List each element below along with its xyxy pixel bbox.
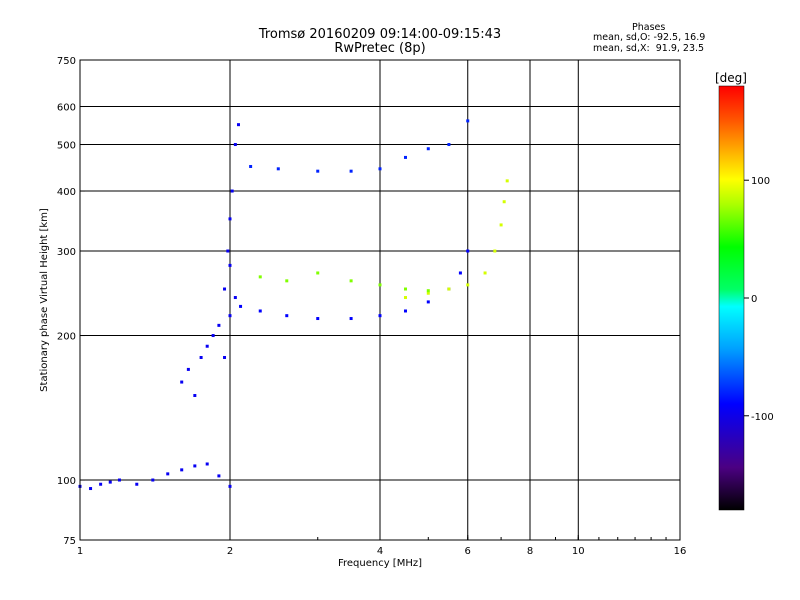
- data-point: [499, 223, 503, 227]
- data-point: [233, 296, 237, 300]
- data-point: [151, 478, 155, 482]
- data-point: [223, 355, 227, 359]
- data-point: [426, 289, 430, 293]
- data-point: [205, 462, 209, 466]
- data-point: [199, 355, 203, 359]
- chart-subtitle: RwPretec (8p): [334, 41, 426, 56]
- colorbar-tick-label: 100: [751, 176, 770, 187]
- x-tick-label: 2: [227, 546, 233, 557]
- data-point: [285, 314, 289, 318]
- y-axis: 75 100 200 300 400 500 600 750: [57, 56, 85, 547]
- data-point: [458, 271, 462, 275]
- data-point: [349, 169, 353, 173]
- x-axis-label: Frequency [MHz]: [338, 558, 422, 569]
- colorbar-gradient: [718, 85, 745, 511]
- data-point: [466, 283, 470, 287]
- x-tick-label: 1: [77, 546, 83, 557]
- data-point: [258, 309, 262, 313]
- colorbar: [deg] 100 0 -100: [715, 71, 774, 511]
- data-point: [135, 482, 139, 486]
- data-point: [217, 474, 221, 478]
- data-point: [483, 271, 487, 275]
- data-point: [226, 249, 230, 253]
- data-point: [466, 249, 470, 253]
- x-tick-label: 10: [572, 546, 585, 557]
- data-point: [99, 482, 103, 486]
- data-point: [316, 271, 320, 275]
- data-point: [426, 147, 430, 151]
- data-point: [223, 287, 227, 291]
- data-point: [228, 263, 232, 267]
- data-point: [403, 155, 407, 159]
- data-point: [466, 119, 470, 123]
- data-point: [378, 167, 382, 171]
- chart-title: Tromsø 20160209 09:14:00-09:15:43: [258, 27, 502, 42]
- data-point: [166, 472, 170, 476]
- data-point: [228, 484, 232, 488]
- y-tick-label: 75: [63, 536, 76, 547]
- data-point: [447, 287, 451, 291]
- data-point: [258, 275, 262, 279]
- data-point: [493, 249, 497, 253]
- x-tick-label: 8: [527, 546, 533, 557]
- x-axis: 1 2 4 6 8 10 16: [77, 535, 687, 557]
- data-point: [502, 200, 506, 204]
- data-point: [403, 309, 407, 313]
- data-point: [193, 394, 197, 398]
- data-point: [426, 291, 430, 295]
- data-point: [426, 300, 430, 304]
- data-point: [205, 344, 209, 348]
- data-point: [316, 317, 320, 321]
- data-point: [403, 296, 407, 300]
- x-tick-label: 4: [377, 546, 383, 557]
- grid-lines: [80, 60, 680, 540]
- y-axis-label: Stationary phase Virtual Height [km]: [39, 208, 50, 392]
- data-point: [228, 314, 232, 318]
- colorbar-tick-label: -100: [751, 412, 774, 423]
- y-tick-label: 400: [57, 187, 76, 198]
- data-point: [403, 287, 407, 291]
- data-point: [349, 279, 353, 283]
- data-point: [211, 334, 215, 338]
- y-tick-label: 500: [57, 141, 76, 152]
- colorbar-label: [deg]: [715, 71, 747, 85]
- y-tick-label: 600: [57, 103, 76, 114]
- data-point: [349, 317, 353, 321]
- phase-stats-x-mode: mean, sd,X: 91.9, 23.5: [593, 43, 705, 54]
- data-point: [89, 487, 93, 491]
- data-point: [193, 464, 197, 468]
- data-point: [117, 478, 121, 482]
- colorbar-tick-label: 0: [751, 294, 757, 305]
- y-tick-label: 200: [57, 332, 76, 343]
- data-point: [228, 217, 232, 221]
- phase-stats-o-mode: mean, sd,O: -92.5, 16.9: [593, 32, 706, 43]
- data-point: [180, 380, 184, 384]
- data-point: [236, 123, 240, 127]
- data-point: [378, 283, 382, 287]
- data-point: [230, 189, 234, 193]
- y-tick-label: 300: [57, 247, 76, 258]
- data-point: [239, 304, 243, 308]
- phase-stats-title: Phases: [632, 22, 666, 33]
- data-point: [447, 143, 451, 147]
- data-point: [186, 367, 190, 371]
- data-point: [217, 323, 221, 327]
- y-tick-label: 100: [57, 476, 76, 487]
- data-point: [180, 468, 184, 472]
- data-point: [316, 169, 320, 173]
- data-point: [233, 143, 237, 147]
- data-point: [276, 167, 280, 171]
- y-tick-label: 750: [57, 56, 76, 67]
- x-tick-label: 16: [674, 546, 687, 557]
- data-point: [249, 164, 253, 168]
- data-point: [505, 179, 509, 183]
- data-point: [378, 314, 382, 318]
- data-point: [108, 480, 112, 484]
- data-points: [78, 119, 509, 491]
- data-point: [285, 279, 289, 283]
- x-tick-label: 6: [465, 546, 471, 557]
